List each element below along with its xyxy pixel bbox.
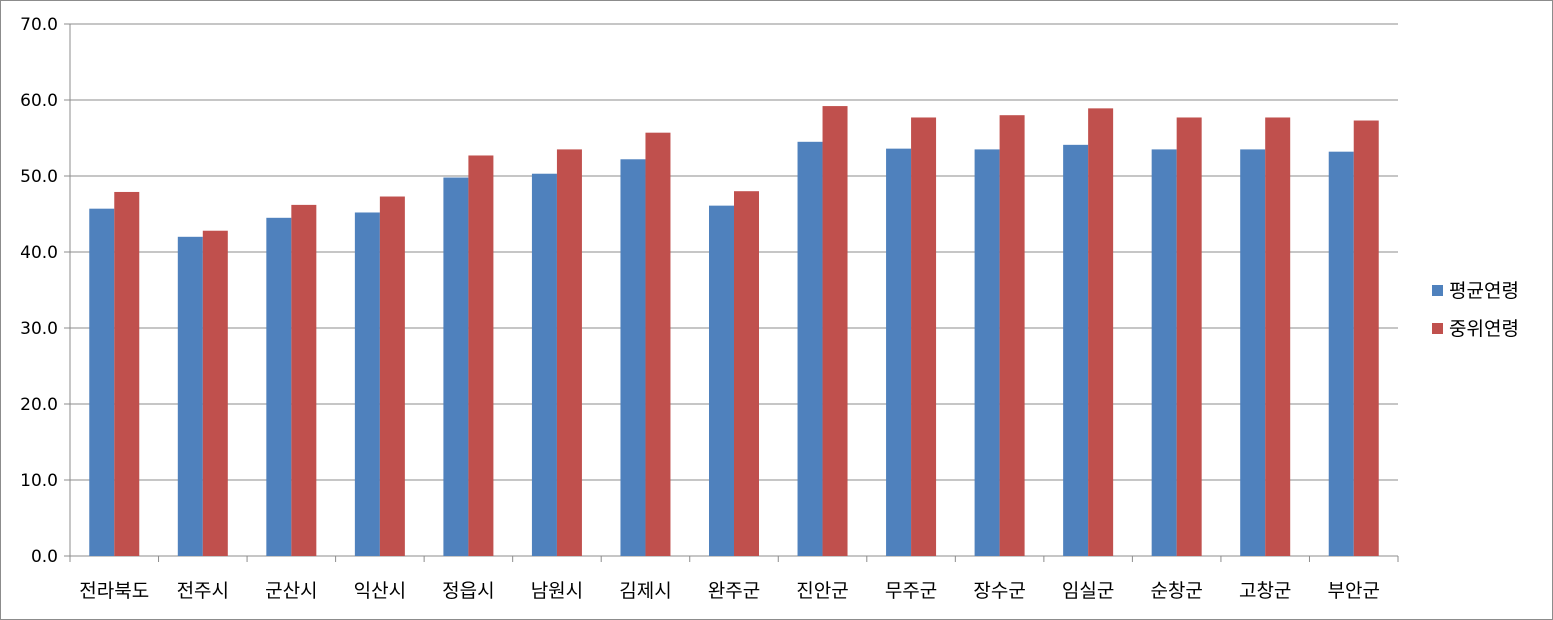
bar-mean-age: [443, 177, 469, 556]
bar-median-age: [202, 230, 228, 556]
bar-mean-age: [177, 236, 203, 557]
x-category-label: 순창군: [1150, 580, 1202, 602]
bar-median-age: [291, 204, 317, 556]
bar-median-age: [999, 115, 1025, 556]
bar-mean-age: [709, 205, 734, 556]
legend-swatch: [1432, 323, 1443, 334]
y-tick-label: 0.0: [31, 547, 58, 567]
bar-median-age: [1265, 117, 1291, 556]
bar-mean-age: [89, 208, 115, 556]
y-tick-label: 70.0: [20, 15, 58, 35]
bar-mean-age: [620, 159, 646, 556]
y-tick-label: 20.0: [20, 395, 58, 415]
legend-label: 평균연령: [1449, 280, 1519, 302]
bar-median-age: [1088, 108, 1114, 557]
x-category-label: 전라북도: [79, 580, 149, 602]
x-category-label: 김제시: [619, 580, 671, 602]
bar-mean-age: [886, 148, 912, 556]
legend-label: 중위연령: [1449, 318, 1519, 340]
bar-mean-age: [974, 149, 1000, 556]
bar-median-age: [645, 132, 671, 556]
bar-median-age: [822, 106, 848, 556]
bar-median-age: [379, 196, 405, 556]
y-tick-label: 40.0: [20, 243, 58, 263]
bar-mean-age: [797, 141, 823, 557]
bar-mean-age: [354, 212, 380, 557]
bar-median-age: [468, 155, 494, 557]
y-tick-label: 10.0: [20, 471, 58, 491]
x-category-label: 익산시: [354, 580, 406, 602]
bar-mean-age: [1328, 151, 1354, 556]
bar-median-age: [114, 191, 140, 556]
x-category-label: 전주시: [177, 580, 229, 602]
bar-mean-age: [1151, 149, 1177, 556]
x-category-label: 임실군: [1062, 580, 1114, 602]
x-category-label: 장수군: [973, 580, 1025, 602]
bar-median-age: [911, 117, 937, 556]
y-tick-label: 60.0: [20, 91, 58, 111]
y-tick-label: 30.0: [20, 319, 58, 339]
bar-median-age: [1353, 120, 1379, 557]
x-category-label: 정읍시: [442, 580, 494, 602]
x-category-label: 부안군: [1328, 580, 1380, 602]
bar-mean-age: [1063, 144, 1089, 556]
bar-median-age: [734, 191, 759, 556]
bar-mean-age: [1240, 149, 1266, 556]
bar-median-age: [1176, 117, 1202, 556]
bar-mean-age: [531, 173, 557, 556]
y-tick-label: 50.0: [20, 167, 58, 187]
x-category-label: 고창군: [1239, 580, 1291, 602]
legend-swatch: [1432, 285, 1443, 296]
bar-mean-age: [266, 217, 292, 557]
x-category-label: 진안군: [796, 580, 848, 602]
x-category-label: 무주군: [885, 580, 937, 602]
bar-median-age: [556, 149, 582, 556]
x-category-label: 군산시: [265, 580, 317, 602]
x-category-label: 남원시: [531, 580, 583, 602]
x-category-label: 완주군: [708, 580, 760, 602]
